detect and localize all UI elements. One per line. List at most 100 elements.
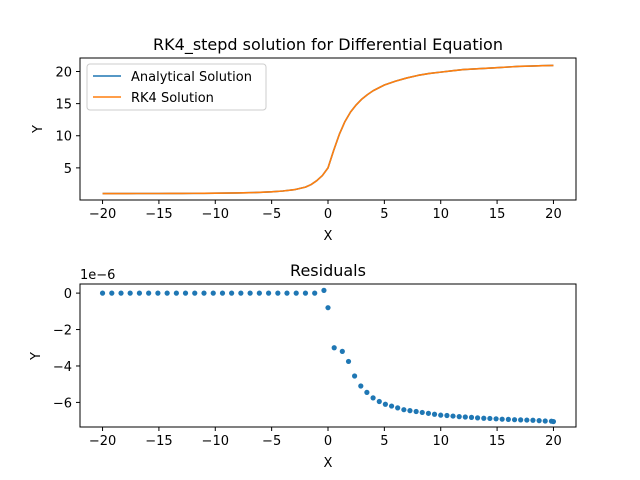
top-x-ticks: −20 −15 −10 −5 0 5 10 15 20	[89, 200, 562, 222]
top-x-tick-label: 10	[432, 207, 449, 222]
residual-point	[395, 405, 401, 411]
residual-point	[370, 395, 376, 401]
bottom-x-tick-label: −10	[202, 434, 229, 449]
legend-label-rk4: RK4 Solution	[131, 91, 214, 106]
residual-point	[468, 414, 475, 420]
bottom-y-ticks: 0 −2 −4 −6	[53, 287, 80, 411]
top-y-ticks: 5 10 15 20	[55, 65, 80, 177]
residual-point	[493, 416, 499, 422]
bottom-x-tick-label: 20	[545, 434, 562, 449]
residual-point	[302, 290, 309, 296]
residual-point	[256, 290, 262, 296]
bottom-x-tick-label: −15	[145, 434, 172, 449]
residual-point	[238, 290, 244, 296]
residual-point	[505, 416, 511, 422]
residual-point	[182, 290, 189, 296]
residual-point	[487, 415, 493, 422]
residual-point	[431, 411, 438, 417]
bottom-y-tick-label: −2	[53, 324, 72, 339]
bottom-x-ticks: −20 −15 −10 −5 0 5 10 15 20	[89, 427, 562, 449]
series-line-rk4	[102, 64, 554, 195]
top-x-tick-label: 20	[545, 207, 562, 222]
residual-point	[109, 290, 115, 296]
residual-point	[99, 290, 106, 296]
residual-point	[524, 417, 530, 423]
residual-point	[358, 383, 364, 389]
bottom-x-axis-label: X	[324, 456, 333, 471]
top-x-axis-label: X	[324, 229, 333, 244]
residual-point	[376, 398, 382, 405]
legend-label-analytical: Analytical Solution	[131, 70, 252, 85]
bottom-y-tick-label: −4	[53, 360, 72, 375]
residual-point	[325, 305, 331, 311]
residual-point	[419, 409, 425, 416]
legend: Analytical Solution RK4 Solution	[86, 63, 267, 111]
bottom-y-tick-label: −6	[53, 396, 72, 411]
residual-point	[265, 290, 272, 296]
top-y-tick-label: 10	[55, 130, 72, 145]
residual-point	[118, 290, 124, 296]
bottom-x-tick-label: −20	[89, 434, 116, 449]
top-x-tick-label: −10	[202, 207, 229, 222]
residual-point	[382, 401, 388, 407]
top-x-tick-label: −20	[89, 207, 116, 222]
residual-point	[407, 408, 413, 414]
top-x-tick-label: −15	[145, 207, 172, 222]
residual-point	[388, 403, 395, 409]
residual-point	[339, 348, 345, 354]
residual-point	[275, 290, 281, 296]
residual-point	[201, 290, 207, 296]
bottom-chart-title: Residuals	[290, 261, 366, 280]
residual-point	[530, 417, 536, 423]
residual-point	[352, 373, 358, 379]
residual-point	[293, 290, 299, 296]
residual-point	[312, 290, 318, 296]
bottom-x-tick-label: 15	[489, 434, 506, 449]
residual-point	[481, 415, 487, 421]
bottom-subplot: Residuals 1e−6 −20 −15 −10 −5 0 5 10 15 20 0 −2 −4…	[29, 261, 577, 471]
residual-point	[456, 414, 462, 420]
residual-point	[345, 358, 352, 365]
top-chart-title: RK4_stepd solution for Differential Equa…	[153, 35, 503, 55]
bottom-y-axis-label: Y	[29, 352, 44, 361]
residual-point	[450, 413, 456, 419]
residual-point	[321, 287, 327, 293]
legend-box	[86, 63, 267, 111]
top-x-tick-label: −5	[262, 207, 281, 222]
residual-point	[247, 290, 253, 296]
top-plot-area	[102, 64, 554, 195]
bottom-x-tick-label: 5	[380, 434, 388, 449]
bottom-y-offset-label: 1e−6	[80, 268, 115, 283]
residual-point	[146, 290, 152, 296]
residual-point	[511, 417, 518, 423]
top-y-tick-label: 15	[55, 98, 72, 113]
residual-point	[518, 417, 524, 423]
top-x-tick-label: 5	[380, 207, 388, 222]
residual-point	[444, 412, 450, 419]
residual-point	[364, 389, 370, 395]
residual-point	[173, 290, 179, 296]
residual-point	[413, 408, 419, 415]
residual-point	[210, 290, 216, 296]
residual-point	[229, 290, 235, 296]
bottom-y-tick-label: 0	[64, 287, 72, 302]
top-subplot: RK4_stepd solution for Differential Equa…	[31, 35, 577, 244]
residual-point	[425, 410, 432, 416]
top-x-tick-label: 15	[489, 207, 506, 222]
residual-point	[474, 415, 481, 421]
top-y-tick-label: 20	[55, 65, 72, 80]
residual-point	[164, 290, 170, 296]
residual-point	[438, 412, 444, 418]
residual-point	[331, 345, 337, 351]
residual-point	[542, 418, 548, 424]
residual-point	[219, 290, 226, 296]
residual-point	[401, 407, 407, 413]
bottom-x-tick-label: 10	[432, 434, 449, 449]
residual-point	[192, 290, 198, 296]
top-y-tick-label: 5	[64, 162, 72, 177]
bottom-x-tick-label: −5	[262, 434, 281, 449]
residual-point	[499, 416, 505, 422]
bottom-plot-area	[99, 287, 557, 425]
residual-point	[462, 414, 468, 420]
